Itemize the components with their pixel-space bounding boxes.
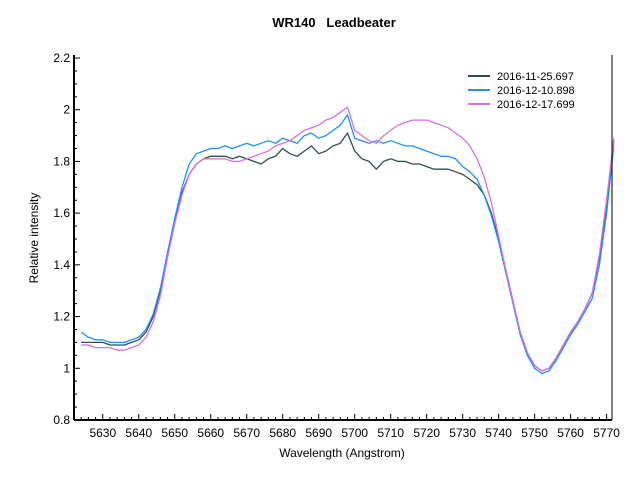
x-tick-label: 5680: [269, 426, 296, 440]
y-axis-label: Relative intensity: [27, 193, 41, 284]
y-tick-label: 2.2: [53, 51, 70, 65]
x-tick-label: 5650: [161, 426, 188, 440]
y-tick-label: 1.6: [53, 206, 70, 220]
y-tick-label: 0.8: [53, 413, 70, 427]
legend-label: 2016-12-17.699: [497, 99, 575, 111]
x-tick-label: 5740: [485, 426, 512, 440]
x-tick-label: 5670: [233, 426, 260, 440]
axis-ticks: 5630 5640 5650 5660 5670 5680 5690 5700 5710 5720…: [53, 51, 620, 440]
x-tick-label: 5760: [557, 426, 584, 440]
x-tick-label: 5730: [449, 426, 476, 440]
x-tick-label: 5640: [125, 426, 152, 440]
y-tick-label: 1.2: [53, 310, 70, 324]
x-tick-label: 5710: [377, 426, 404, 440]
axes: [73, 55, 613, 421]
y-tick-label: 1: [63, 361, 70, 375]
legend: 2016-11-25.697 2016-12-10.898 2016-12-17.6…: [468, 71, 575, 111]
x-tick-label: 5750: [521, 426, 548, 440]
series-line-1: [80, 114, 615, 375]
x-tick-label: 5660: [197, 426, 224, 440]
x-axis-label: Wavelength (Angstrom): [279, 446, 405, 460]
series-line-2: [81, 106, 615, 372]
x-tick-label: 5700: [341, 426, 368, 440]
x-tick-label: 5690: [305, 426, 332, 440]
series-lines: [80, 106, 615, 375]
legend-label: 2016-11-25.697: [497, 71, 574, 83]
chart-title: WR140 Leadbeater: [272, 15, 396, 30]
series-line-0: [81, 132, 615, 372]
x-tick-label: 5770: [593, 426, 620, 440]
legend-label: 2016-12-10.898: [497, 85, 575, 97]
y-tick-label: 2: [63, 103, 70, 117]
y-tick-label: 1.4: [53, 258, 70, 272]
x-tick-label: 5630: [89, 426, 116, 440]
x-tick-label: 5720: [413, 426, 440, 440]
y-tick-label: 1.8: [53, 154, 70, 168]
